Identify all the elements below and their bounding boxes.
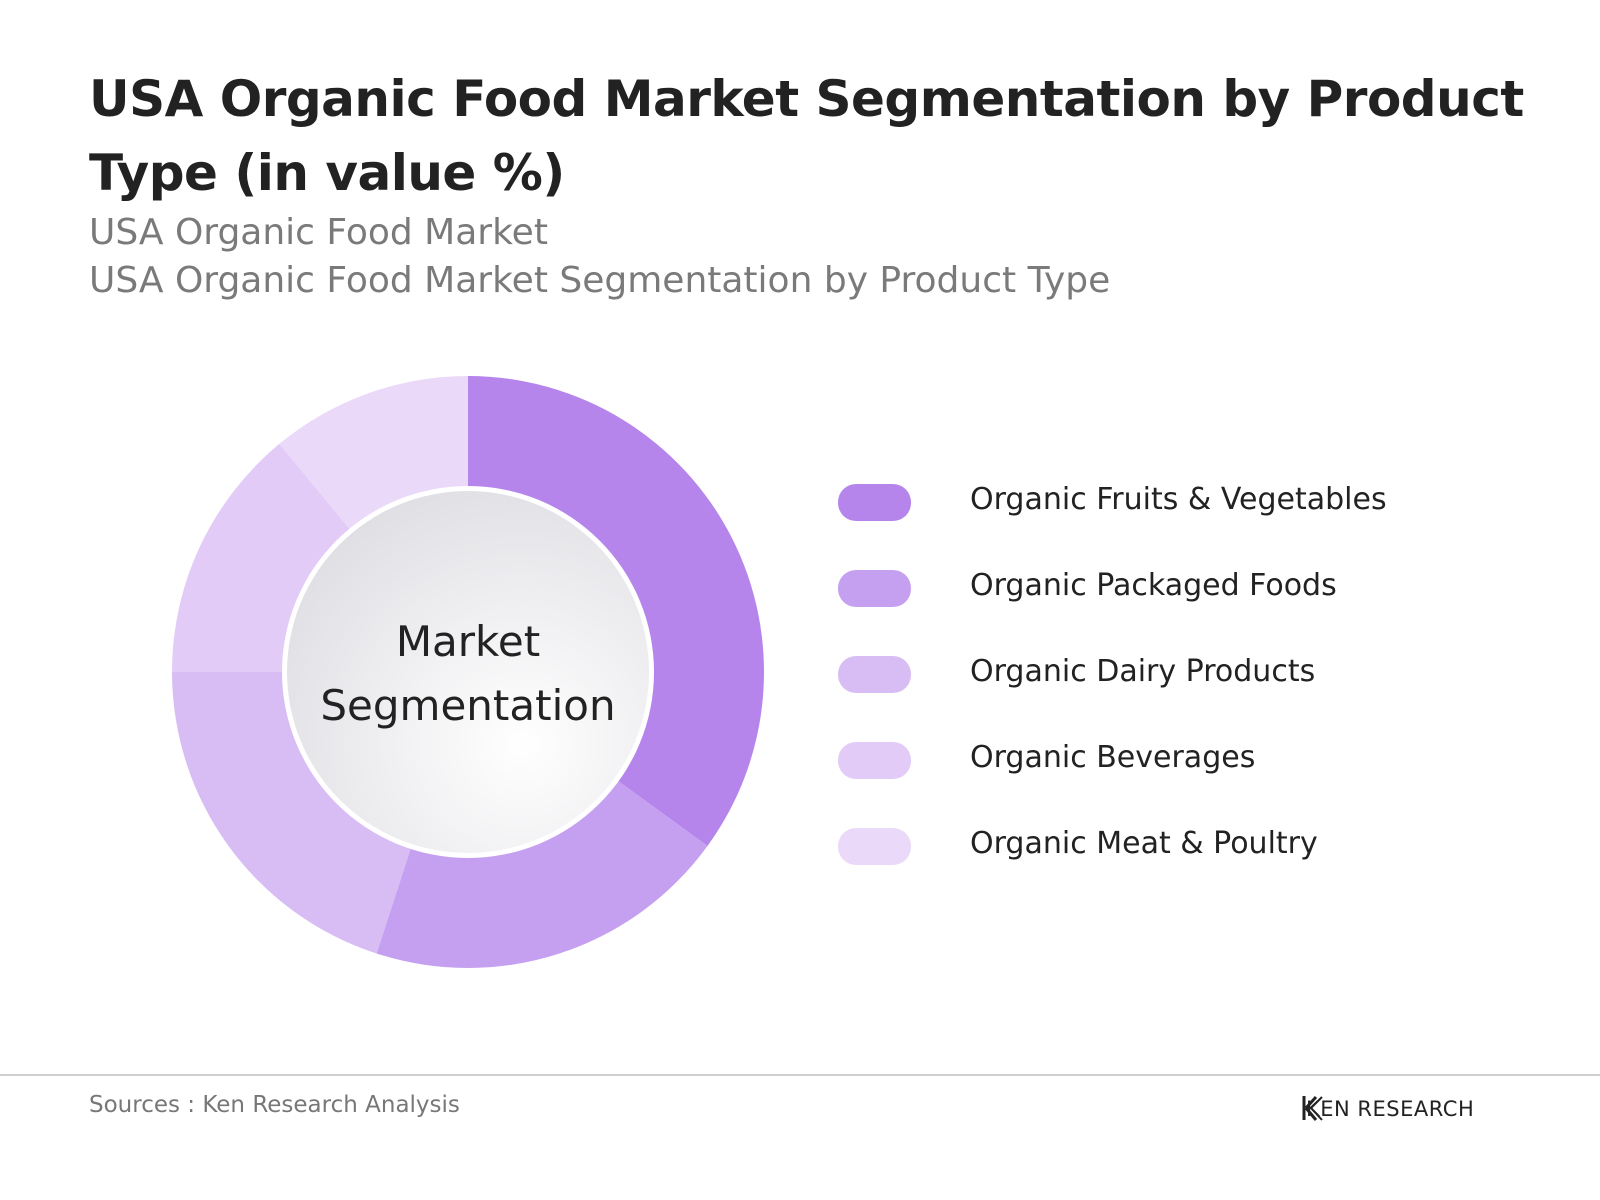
ken-research-logo-icon [1302, 1095, 1323, 1121]
center-label-line-1: Market [395, 617, 541, 666]
footer-divider [0, 1074, 1600, 1076]
legend-label: Organic Dairy Products [970, 654, 1316, 689]
chart-title: USA Organic Food Market Segmentation by … [89, 70, 1524, 202]
legend-swatch [838, 484, 911, 521]
ken-research-logo: KEN RESEARCH [1302, 1094, 1474, 1124]
legend-label: Organic Meat & Poultry [970, 826, 1318, 861]
legend-swatch [838, 828, 911, 865]
legend-label: Organic Packaged Foods [970, 568, 1337, 603]
donut-center-label: Market Segmentation [282, 610, 654, 738]
chart-subtitle-secondary: USA Organic Food Market Segmentation by … [89, 260, 1111, 301]
legend-swatch [838, 742, 911, 779]
legend-label: Organic Beverages [970, 740, 1256, 775]
legend-swatch [838, 656, 911, 693]
center-label-line-2: Segmentation [320, 681, 616, 730]
legend-swatch [838, 570, 911, 607]
donut-center [287, 491, 649, 853]
chart-subtitle: USA Organic Food Market [89, 212, 548, 253]
logo-text: KEN RESEARCH [1306, 1097, 1475, 1121]
legend-label: Organic Fruits & Vegetables [970, 482, 1387, 517]
source-note: Sources : Ken Research Analysis [89, 1092, 460, 1118]
